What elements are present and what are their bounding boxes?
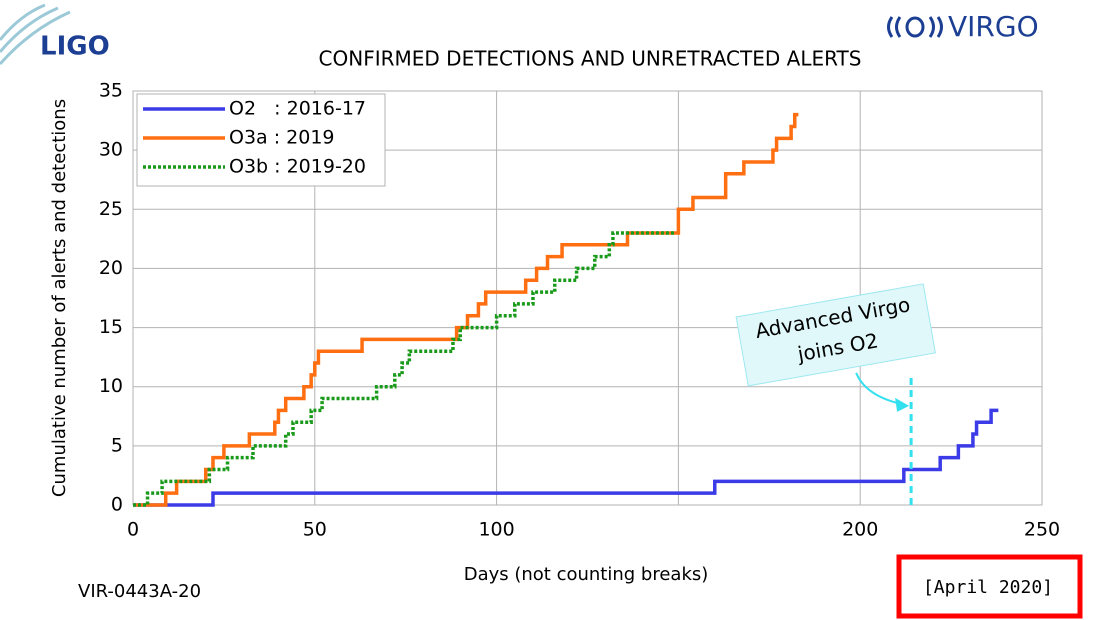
x-axis-label: Days (not counting breaks) (464, 564, 709, 585)
legend-label: O3a : 2019 (229, 127, 335, 149)
x-tick-label: 100 (478, 519, 514, 541)
chart-title: CONFIRMED DETECTIONS AND UNRETRACTED ALE… (319, 47, 862, 71)
highlight-box (896, 554, 1083, 619)
annotation-arrowhead (895, 397, 910, 412)
y-tick-label: 20 (99, 257, 123, 279)
x-tick-label: 0 (127, 519, 139, 541)
virgo-logo-text: VIRGO (948, 10, 1039, 43)
x-tick-label: 250 (1024, 519, 1060, 541)
y-tick-label: 30 (99, 139, 123, 161)
x-tick-label: 200 (842, 519, 878, 541)
ligo-logo-text: LIGO (40, 32, 110, 62)
y-tick-label: 5 (111, 434, 123, 456)
doc-id: VIR-0443A-20 (78, 581, 201, 602)
series-line (133, 112, 799, 507)
date-label: [April 2020] (923, 577, 1053, 598)
legend-label: O2 : 2016-17 (229, 98, 366, 120)
y-axis-label: Cumulative number of alerts and detectio… (49, 99, 70, 497)
ligo-logo (0, 3, 71, 65)
y-tick-label: 25 (99, 198, 123, 220)
annotation-box (735, 283, 936, 387)
virgo-logo (887, 16, 943, 38)
legend-label: O3b : 2019-20 (229, 156, 366, 178)
y-tick-label: 0 (111, 494, 123, 516)
series-line (133, 231, 675, 507)
y-tick-label: 15 (99, 316, 123, 338)
x-tick-label: 50 (303, 519, 327, 541)
y-tick-label: 10 (99, 375, 123, 397)
series-line (133, 408, 999, 507)
y-tick-label: 35 (99, 80, 123, 102)
